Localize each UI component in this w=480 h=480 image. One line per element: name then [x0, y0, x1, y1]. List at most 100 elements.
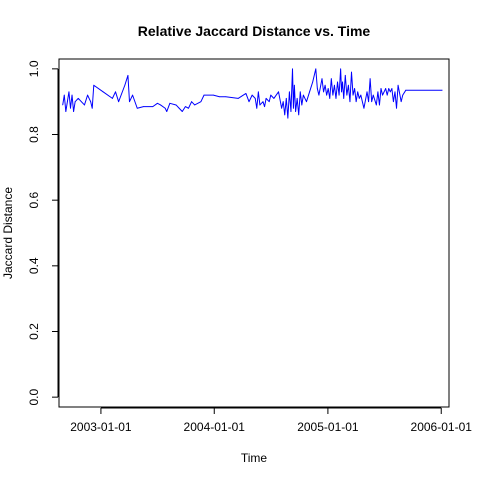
data-point — [400, 101, 402, 103]
data-point — [360, 94, 362, 96]
data-point — [262, 101, 264, 103]
data-point — [355, 101, 357, 103]
data-point — [309, 91, 310, 93]
data-point — [315, 68, 317, 70]
data-point — [289, 91, 290, 93]
data-point — [396, 107, 397, 109]
data-point — [312, 81, 314, 83]
data-point — [129, 101, 130, 103]
data-point — [164, 107, 166, 109]
data-point — [302, 94, 304, 96]
y-tick-label: 0.2 — [27, 323, 41, 340]
y-tick-label: 0.0 — [27, 388, 41, 405]
data-point — [257, 91, 259, 93]
chart-title: Relative Jaccard Distance vs. Time — [138, 23, 371, 39]
data-point — [293, 107, 294, 109]
data-point — [299, 91, 301, 93]
data-point — [285, 98, 287, 99]
data-point — [212, 94, 214, 96]
data-point — [80, 101, 82, 103]
y-tick-label: 0.8 — [27, 126, 41, 143]
data-point — [93, 84, 95, 86]
data-point — [337, 81, 338, 83]
data-point — [354, 88, 356, 89]
data-point — [326, 94, 328, 96]
data-point — [402, 94, 404, 96]
data-point — [102, 91, 104, 93]
data-point — [380, 88, 382, 89]
data-point — [63, 94, 65, 96]
data-point — [91, 107, 93, 109]
data-point — [124, 84, 126, 86]
data-point — [188, 107, 189, 109]
data-point — [273, 98, 275, 99]
data-point — [169, 102, 171, 104]
data-point — [321, 78, 323, 80]
data-point — [178, 107, 180, 109]
data-point — [157, 102, 158, 104]
data-point — [393, 101, 394, 103]
data-point — [115, 91, 116, 93]
data-point — [316, 88, 318, 89]
y-tick-label: 0.4 — [27, 257, 41, 274]
data-point — [375, 104, 377, 106]
data-point — [335, 98, 337, 99]
data-point — [346, 94, 348, 96]
data-point — [219, 96, 220, 98]
data-point — [203, 94, 205, 96]
y-axis: 0.0 0.2 0.4 0.6 0.8 1.0 — [27, 60, 59, 405]
data-point — [363, 107, 365, 109]
data-point — [143, 106, 144, 107]
data-point — [292, 68, 293, 70]
data-point — [194, 104, 196, 106]
data-point — [268, 101, 270, 103]
data-point — [323, 91, 324, 93]
data-point — [351, 71, 352, 73]
data-point — [251, 94, 253, 96]
plot-box — [58, 58, 450, 408]
y-tick-label: 0.6 — [27, 192, 41, 209]
data-point — [377, 91, 379, 93]
data-point — [352, 94, 354, 96]
data-point — [394, 91, 396, 93]
data-point — [245, 93, 247, 94]
data-point — [270, 94, 272, 96]
data-point — [74, 101, 76, 103]
data-point — [368, 101, 369, 103]
data-point — [256, 107, 258, 109]
y-tick-label: 1.0 — [27, 60, 41, 77]
data-point — [84, 104, 85, 106]
data-point — [369, 78, 371, 80]
data-point — [127, 75, 129, 76]
data-point — [344, 75, 346, 76]
data-point — [306, 101, 307, 103]
data-point — [237, 98, 239, 99]
data-point — [293, 84, 295, 86]
data-point — [112, 98, 113, 99]
data-point — [118, 101, 120, 103]
data-point — [200, 101, 202, 103]
data-point — [329, 98, 331, 99]
data-point — [132, 94, 133, 96]
data-point — [282, 101, 284, 103]
data-point — [332, 94, 334, 96]
y-axis-label: Jaccard Distance — [1, 187, 15, 279]
data-point — [388, 88, 390, 89]
data-point — [382, 94, 383, 96]
data-point — [284, 114, 286, 116]
x-tick-label: 2003-01-01 — [70, 420, 132, 434]
data-point — [136, 107, 138, 109]
data-point — [330, 78, 332, 80]
data-point — [70, 107, 71, 109]
data-point — [254, 98, 256, 99]
data-point — [90, 101, 92, 103]
data-point — [318, 94, 320, 96]
data-point — [281, 107, 283, 109]
data-point — [184, 106, 186, 107]
data-point — [248, 101, 250, 103]
data-point — [340, 68, 342, 70]
data-point — [358, 98, 360, 99]
data-point — [298, 114, 300, 116]
data-point — [65, 111, 67, 112]
